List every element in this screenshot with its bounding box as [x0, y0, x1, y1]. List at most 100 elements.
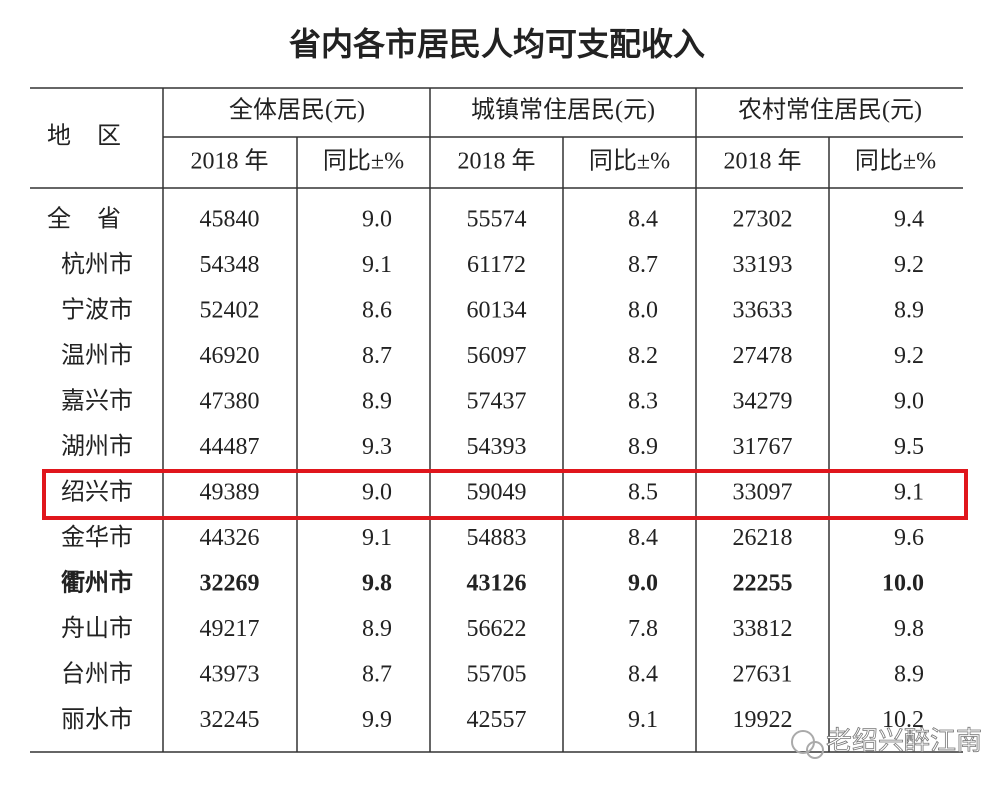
title: 省内各市居民人均可支配收入	[289, 25, 705, 63]
cell: 9.6	[894, 525, 924, 551]
sub-header: 同比±%	[323, 148, 404, 175]
cell: 9.0	[362, 480, 392, 506]
sub-header: 2018 年	[191, 148, 269, 175]
cell: 61172	[467, 252, 526, 278]
cell: 44487	[200, 434, 260, 460]
cell: 9.8	[362, 571, 392, 597]
watermark-text: 老绍兴醉江南	[826, 727, 982, 757]
cell: 9.0	[894, 389, 924, 415]
cell: 9.9	[362, 707, 392, 733]
sub-header: 同比±%	[589, 148, 670, 175]
region: 温州市	[61, 342, 133, 369]
cell: 49217	[200, 616, 260, 642]
cell: 47380	[200, 389, 260, 415]
cell: 8.3	[628, 389, 658, 415]
cell: 43126	[467, 571, 527, 597]
cell: 8.5	[628, 480, 658, 506]
cell: 33193	[733, 252, 793, 278]
cell: 22255	[733, 571, 793, 597]
group-header: 城镇常住居民(元)	[471, 97, 655, 124]
cell: 9.8	[894, 616, 924, 642]
cell: 7.8	[628, 616, 658, 642]
region: 湖州市	[61, 433, 133, 460]
cell: 26218	[733, 525, 793, 551]
cell: 56622	[467, 616, 527, 642]
region: 台州市	[61, 661, 133, 688]
region: 丽水市	[61, 706, 133, 733]
cell: 46920	[200, 343, 260, 369]
cell: 42557	[467, 707, 527, 733]
group-header: 全体居民(元)	[229, 97, 365, 124]
region: 全省	[47, 206, 147, 233]
cell: 8.4	[628, 207, 658, 233]
region: 宁波市	[61, 297, 133, 324]
cell: 8.4	[628, 525, 658, 551]
cell: 45840	[200, 207, 260, 233]
cell: 31767	[733, 434, 793, 460]
cell: 60134	[467, 298, 527, 324]
cell: 59049	[467, 480, 527, 506]
cell: 19922	[733, 707, 793, 733]
cell: 8.7	[628, 252, 658, 278]
cell: 8.9	[894, 298, 924, 324]
cell: 8.7	[362, 662, 392, 688]
cell: 27302	[733, 207, 793, 233]
sub-header: 2018 年	[724, 148, 802, 175]
cell: 49389	[200, 480, 260, 506]
cell: 33633	[733, 298, 793, 324]
cell: 32269	[200, 571, 260, 597]
region: 衢州市	[61, 569, 133, 597]
cell: 57437	[467, 389, 527, 415]
cell: 43973	[200, 662, 260, 688]
cell: 9.1	[362, 525, 392, 551]
region-header: 地区	[47, 123, 147, 150]
cell: 10.0	[882, 571, 924, 597]
cell: 27631	[733, 662, 793, 688]
cell: 54348	[200, 252, 260, 278]
watermark: 老绍兴醉江南	[791, 726, 982, 759]
watermark-icon	[806, 741, 824, 759]
cell: 44326	[200, 525, 260, 551]
cell: 8.9	[894, 662, 924, 688]
cell: 9.0	[362, 207, 392, 233]
cell: 10.2	[882, 707, 924, 733]
cell: 9.1	[894, 480, 924, 506]
cell: 9.0	[628, 571, 658, 597]
cell: 54393	[467, 434, 527, 460]
highlight-box	[42, 469, 968, 520]
cell: 27478	[733, 343, 793, 369]
region: 舟山市	[61, 615, 133, 642]
cell: 52402	[200, 298, 260, 324]
cell: 54883	[467, 525, 527, 551]
cell: 8.9	[362, 616, 392, 642]
region: 嘉兴市	[61, 388, 133, 415]
cell: 32245	[200, 707, 260, 733]
cell: 8.7	[362, 343, 392, 369]
sub-header: 2018 年	[458, 148, 536, 175]
cell: 9.5	[894, 434, 924, 460]
cell: 9.1	[628, 707, 658, 733]
region: 绍兴市	[61, 479, 133, 506]
cell: 9.1	[362, 252, 392, 278]
cell: 8.9	[628, 434, 658, 460]
cell: 56097	[467, 343, 527, 369]
cell: 33812	[733, 616, 793, 642]
cell: 34279	[733, 389, 793, 415]
cell: 8.0	[628, 298, 658, 324]
cell: 33097	[733, 480, 793, 506]
cell: 55705	[467, 662, 527, 688]
sub-header: 同比±%	[855, 148, 936, 175]
cell: 8.6	[362, 298, 392, 324]
cell: 9.3	[362, 434, 392, 460]
region: 金华市	[61, 524, 133, 551]
cell: 8.9	[362, 389, 392, 415]
cell: 9.4	[894, 207, 924, 233]
cell: 9.2	[894, 252, 924, 278]
watermark-icon	[791, 730, 815, 754]
cell: 55574	[467, 207, 527, 233]
cell: 8.2	[628, 343, 658, 369]
cell: 8.4	[628, 662, 658, 688]
group-header: 农村常住居民(元)	[738, 97, 922, 124]
region: 杭州市	[61, 251, 133, 278]
